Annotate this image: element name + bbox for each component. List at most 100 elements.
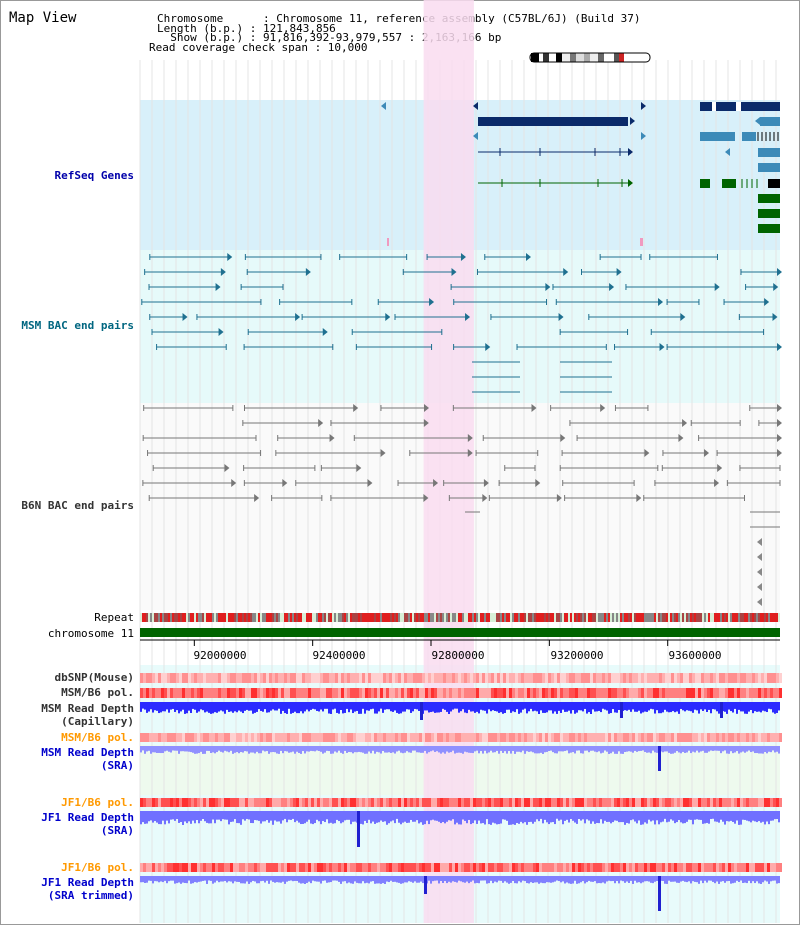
depth-bar xyxy=(552,876,554,883)
depth-bar xyxy=(254,746,256,754)
polymorphism-bar xyxy=(260,733,263,742)
depth-bar xyxy=(488,876,490,884)
depth-bar xyxy=(354,746,356,753)
polymorphism-bar xyxy=(641,798,644,807)
depth-bar xyxy=(560,746,562,752)
depth-bar xyxy=(354,702,356,712)
polymorphism-bar xyxy=(647,863,650,872)
repeat-bar xyxy=(770,613,772,622)
depth-bar xyxy=(330,746,332,754)
depth-bar xyxy=(580,876,582,883)
depth-bar xyxy=(436,702,438,713)
depth-bar xyxy=(174,746,176,751)
bac-arrow xyxy=(772,313,778,321)
polymorphism-bar xyxy=(200,733,203,742)
depth-bar xyxy=(738,702,740,710)
depth-bar xyxy=(210,746,212,753)
depth-bar xyxy=(296,811,298,821)
polymorphism-bar xyxy=(278,798,281,807)
bac-arrow xyxy=(465,313,471,321)
polymorphism-bar xyxy=(374,733,377,742)
polymorphism-bar xyxy=(551,863,554,872)
repeat-bar xyxy=(286,613,288,622)
polymorphism-bar xyxy=(203,863,206,872)
polymorphism-bar xyxy=(614,798,617,807)
repeat-bar xyxy=(384,613,386,622)
polymorphism-bar xyxy=(449,798,452,807)
polymorphism-bar xyxy=(230,863,233,872)
polymorphism-bar xyxy=(212,688,215,698)
depth-bar xyxy=(380,702,382,709)
depth-bar xyxy=(156,746,158,753)
polymorphism-bar xyxy=(578,863,581,872)
depth-bar xyxy=(762,876,764,883)
polymorphism-bar xyxy=(332,688,335,698)
polymorphism-bar xyxy=(308,863,311,872)
depth-bar xyxy=(546,746,548,752)
polymorphism-bar xyxy=(302,688,305,698)
repeat-bar xyxy=(538,613,540,622)
polymorphism-bar xyxy=(692,688,695,698)
repeat-bar xyxy=(418,613,420,622)
polymorphism-bar xyxy=(425,863,428,872)
polymorphism-bar xyxy=(140,733,143,742)
polymorphism-bar xyxy=(647,673,650,683)
depth-bar xyxy=(644,746,646,752)
bac-arrow xyxy=(636,494,642,502)
depth-bar xyxy=(320,702,322,710)
polymorphism-bar xyxy=(149,863,152,872)
depth-bar xyxy=(638,746,640,752)
polymorphism-bar xyxy=(527,798,530,807)
depth-bar xyxy=(530,746,532,752)
repeat-bar xyxy=(508,613,510,622)
depth-bar xyxy=(744,811,746,820)
depth-bar xyxy=(522,876,524,881)
depth-bar xyxy=(538,702,540,714)
polymorphism-bar xyxy=(386,688,389,698)
polymorphism-bar xyxy=(428,688,431,698)
polymorphism-bar xyxy=(284,673,287,683)
repeat-bar xyxy=(250,613,252,622)
polymorphism-bar xyxy=(332,673,335,683)
depth-bar xyxy=(278,702,280,709)
depth-bar xyxy=(328,702,330,714)
polymorphism-bar xyxy=(527,673,530,683)
polymorphism-bar xyxy=(542,863,545,872)
ideogram-band xyxy=(570,53,576,62)
polymorphism-bar xyxy=(407,863,410,872)
depth-bar xyxy=(500,876,502,881)
repeat-bar xyxy=(386,613,388,622)
polymorphism-bar xyxy=(275,688,278,698)
repeat-bar xyxy=(378,613,380,622)
depth-bar xyxy=(326,811,328,820)
polymorphism-bar xyxy=(401,733,404,742)
depth-bar xyxy=(196,811,198,821)
repeat-bar xyxy=(614,613,616,622)
depth-bar xyxy=(722,876,724,882)
polymorphism-bar xyxy=(770,688,773,698)
depth-bar xyxy=(626,746,628,752)
polymorphism-bar xyxy=(587,798,590,807)
depth-bar xyxy=(428,811,430,825)
repeat-bar xyxy=(752,613,754,622)
polymorphism-bar xyxy=(206,673,209,683)
repeat-bar xyxy=(358,613,360,622)
polymorphism-bar xyxy=(611,688,614,698)
polymorphism-bar xyxy=(146,798,149,807)
depth-bar xyxy=(638,811,640,821)
polymorphism-bar xyxy=(545,688,548,698)
depth-bar xyxy=(600,702,602,713)
polymorphism-bar xyxy=(266,673,269,683)
polymorphism-bar xyxy=(398,863,401,872)
polymorphism-bar xyxy=(335,688,338,698)
polymorphism-bar xyxy=(389,733,392,742)
depth-bar xyxy=(180,876,182,884)
polymorphism-bar xyxy=(191,863,194,872)
polymorphism-bar xyxy=(653,733,656,742)
depth-bar xyxy=(400,746,402,753)
label-jf1-depth-trimmed-2: (SRA trimmed) xyxy=(47,889,134,902)
depth-bar xyxy=(434,876,436,881)
depth-bar xyxy=(668,876,670,881)
polymorphism-bar xyxy=(593,733,596,742)
